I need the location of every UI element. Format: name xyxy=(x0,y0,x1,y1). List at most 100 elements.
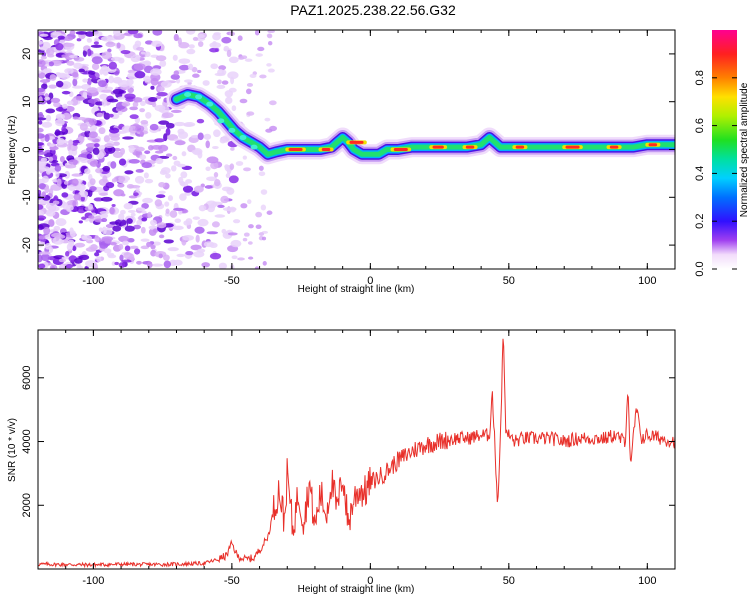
noise-speckle xyxy=(205,166,211,172)
noise-speckle xyxy=(158,234,165,239)
noise-speckle xyxy=(39,33,49,37)
noise-speckle xyxy=(197,34,205,39)
noise-speckle xyxy=(221,80,229,85)
noise-speckle xyxy=(124,245,131,252)
noise-speckle xyxy=(73,62,83,69)
noise-speckle xyxy=(38,96,43,104)
noise-speckle xyxy=(91,56,103,65)
noise-speckle xyxy=(57,35,65,40)
noise-speckle xyxy=(107,48,112,53)
noise-speckle xyxy=(193,185,204,193)
noise-speckle xyxy=(105,181,115,189)
noise-speckle xyxy=(90,243,98,251)
noise-speckle xyxy=(155,157,164,165)
noise-speckle xyxy=(71,85,84,89)
noise-speckle xyxy=(185,30,196,35)
noise-speckle xyxy=(133,63,146,71)
noise-speckle xyxy=(127,30,139,35)
noise-speckle xyxy=(44,186,50,194)
noise-speckle xyxy=(202,80,210,86)
noise-speckle xyxy=(132,101,139,108)
noise-speckle xyxy=(118,213,125,221)
noise-speckle xyxy=(152,241,161,246)
noise-speckle xyxy=(112,30,122,37)
noise-speckle xyxy=(58,258,66,263)
noise-speckle xyxy=(118,262,126,269)
noise-speckle xyxy=(63,42,75,48)
noise-speckle xyxy=(144,51,151,58)
noise-speckle xyxy=(217,204,225,208)
ridge-spot xyxy=(239,135,247,141)
noise-speckle xyxy=(38,87,45,93)
noise-speckle xyxy=(126,218,133,224)
noise-speckle xyxy=(71,178,79,187)
noise-speckle xyxy=(266,63,272,67)
noise-speckle xyxy=(135,125,145,132)
noise-speckle xyxy=(81,235,93,241)
noise-speckle xyxy=(50,97,61,103)
noise-speckle xyxy=(192,73,200,78)
noise-speckle xyxy=(56,72,68,78)
noise-speckle xyxy=(173,160,181,166)
noise-speckle xyxy=(56,137,65,146)
noise-speckle xyxy=(231,105,237,112)
noise-speckle xyxy=(52,32,62,36)
noise-speckle xyxy=(173,121,186,127)
noise-speckle xyxy=(136,260,142,265)
noise-speckle xyxy=(144,61,150,66)
snr-y-axis-label: SNR (10 * v/v) xyxy=(7,418,18,482)
noise-speckle xyxy=(192,216,200,220)
noise-speckle xyxy=(104,239,112,244)
noise-speckle xyxy=(146,241,152,248)
noise-speckle xyxy=(186,48,196,55)
noise-speckle xyxy=(205,140,210,149)
noise-speckle xyxy=(41,83,48,90)
noise-speckle xyxy=(226,167,232,175)
colorbar-tick-label: 0.8 xyxy=(694,70,706,85)
noise-speckle xyxy=(254,266,260,269)
noise-speckle xyxy=(211,221,220,228)
noise-speckle xyxy=(129,114,139,120)
noise-speckle xyxy=(52,200,60,205)
noise-speckle xyxy=(213,32,221,36)
noise-speckle xyxy=(103,112,111,120)
noise-speckle xyxy=(249,73,257,79)
noise-speckle xyxy=(49,264,58,269)
noise-speckle xyxy=(257,46,265,52)
noise-speckle xyxy=(89,178,96,186)
noise-speckle xyxy=(55,218,67,227)
noise-speckle xyxy=(133,224,142,230)
noise-speckle xyxy=(212,145,219,150)
noise-speckle xyxy=(231,255,238,260)
noise-speckle xyxy=(75,183,86,192)
noise-speckle xyxy=(38,241,46,245)
noise-speckle xyxy=(54,164,62,172)
noise-speckle xyxy=(72,245,77,252)
noise-speckle xyxy=(210,63,219,70)
noise-speckle xyxy=(150,68,162,76)
noise-speckle xyxy=(55,43,64,51)
noise-speckle xyxy=(145,111,152,119)
noise-speckle xyxy=(64,68,74,74)
noise-speckle xyxy=(79,157,89,163)
noise-speckle xyxy=(141,162,153,169)
noise-speckle xyxy=(227,71,239,80)
noise-speckle xyxy=(43,226,51,235)
x-tick-label: 100 xyxy=(638,575,656,587)
noise-speckle xyxy=(38,142,44,146)
noise-speckle xyxy=(148,97,158,102)
noise-speckle xyxy=(172,259,183,266)
noise-speckle xyxy=(117,96,127,100)
noise-speckle xyxy=(196,118,205,124)
noise-speckle xyxy=(106,252,115,257)
noise-speckle xyxy=(255,53,263,57)
noise-speckle xyxy=(130,212,136,217)
colorbar-tick-label: 0.0 xyxy=(694,261,706,276)
noise-speckle xyxy=(111,261,116,266)
x-tick-label: 0 xyxy=(367,275,373,287)
noise-speckle xyxy=(157,125,166,130)
noise-speckle xyxy=(122,136,134,140)
noise-speckle xyxy=(123,252,133,260)
noise-speckle xyxy=(158,181,166,188)
noise-speckle xyxy=(190,244,202,251)
